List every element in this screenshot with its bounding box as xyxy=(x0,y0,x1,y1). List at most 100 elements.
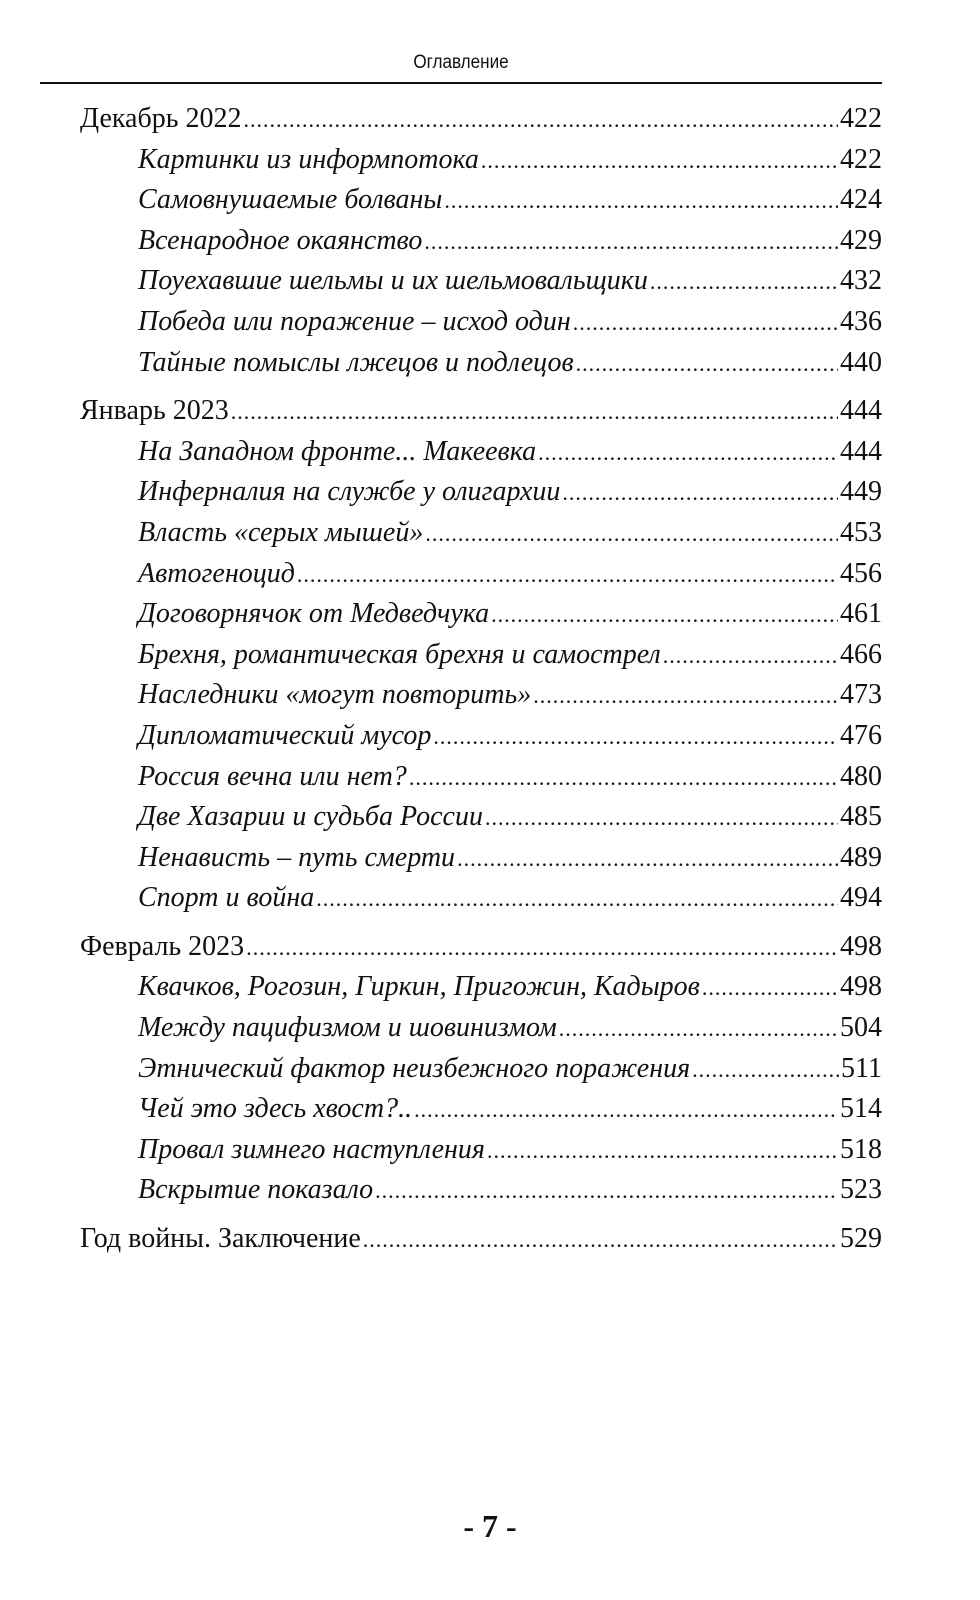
toc-section: Декабрь 2022 422 Картинки из информпотока 4… xyxy=(80,99,882,383)
toc-section-heading: Февраль 2023 498 xyxy=(80,927,882,968)
entry-page: 461 xyxy=(840,598,882,630)
page-number: - 7 - xyxy=(463,1508,517,1544)
running-header: Оглавление xyxy=(413,52,509,73)
dot-leader xyxy=(246,928,838,969)
toc-section-heading: Декабрь 2022 422 xyxy=(80,99,882,140)
entry-page: 449 xyxy=(840,476,882,508)
entry-title: Поуехавшие шельмы и их шельмовальщики xyxy=(138,265,648,297)
toc-entry: Спорт и война 494 xyxy=(80,878,882,919)
entry-title: Провал зимнего наступления xyxy=(138,1133,485,1165)
entry-title: Тайные помыслы лжецов и подлецов xyxy=(138,346,574,378)
dot-leader xyxy=(297,555,838,596)
toc-entry: Наследники «могут повторить» 473 xyxy=(80,675,882,716)
header-rule xyxy=(40,82,882,84)
toc-entry: Две Хазарии и судьба России 485 xyxy=(80,797,882,838)
toc-entry: Брехня, романтическая брехня и самострел… xyxy=(80,635,882,676)
entry-title: Самовнушаемые болваны xyxy=(138,184,443,216)
dot-leader xyxy=(425,514,838,555)
entry-page: 518 xyxy=(840,1133,882,1165)
entry-title: Этнический фактор неизбежного поражения xyxy=(138,1052,691,1084)
entry-title: Автогеноцид xyxy=(138,557,295,589)
entry-title: Всенародное окаянство xyxy=(138,224,423,256)
toc-entry: Всенародное окаянство 429 xyxy=(80,221,882,262)
dot-leader xyxy=(363,1220,838,1261)
toc-entry: Россия вечна или нет? 480 xyxy=(80,757,882,798)
toc-entry: На Западном фронте... Макеевка 444 xyxy=(80,432,882,473)
entry-title: Ненависть – путь смерти xyxy=(138,841,456,873)
entry-title: Декабрь 2022 xyxy=(80,103,242,134)
entry-title: Две Хазарии и судьба России xyxy=(138,801,483,833)
dot-leader xyxy=(485,798,838,839)
table-of-contents: Декабрь 2022 422 Картинки из информпотока 4… xyxy=(80,99,882,1268)
toc-section: Год войны. Заключение 529 xyxy=(80,1219,882,1260)
entry-title: Инферналия на службе у олигархии xyxy=(138,476,561,508)
entry-page: 444 xyxy=(840,435,882,467)
toc-entry: Картинки из информпотока 422 xyxy=(80,140,882,181)
entry-title: Договорнячок от Медведчука xyxy=(138,598,490,630)
entry-page: 453 xyxy=(840,516,882,548)
entry-page: 432 xyxy=(840,265,882,297)
entry-page: 429 xyxy=(840,224,882,256)
entry-title: На Западном фронте... Макеевка xyxy=(138,435,537,467)
entry-page: 440 xyxy=(840,346,882,378)
entry-page: 489 xyxy=(840,841,882,873)
dot-leader xyxy=(433,717,838,758)
entry-title: Россия вечна или нет? xyxy=(138,760,407,792)
dot-leader xyxy=(562,473,838,514)
entry-title: Спорт и война xyxy=(138,882,315,914)
toc-entry: Автогеноцид 456 xyxy=(80,554,882,595)
entry-page: 511 xyxy=(841,1052,882,1084)
dot-leader xyxy=(650,262,838,303)
toc-entry: Инферналия на службе у олигархии 449 xyxy=(80,472,882,513)
dot-leader xyxy=(559,1009,838,1050)
toc-entry: Поуехавшие шельмы и их шельмовальщики 432 xyxy=(80,261,882,302)
dot-leader xyxy=(409,758,838,799)
toc-section-heading: Год войны. Заключение 529 xyxy=(80,1219,882,1260)
entry-page: 485 xyxy=(840,801,882,833)
toc-entry: Власть «серых мышей» 453 xyxy=(80,513,882,554)
entry-title: Брехня, романтическая брехня и самострел xyxy=(138,638,661,670)
toc-entry: Вскрытие показало 523 xyxy=(80,1170,882,1211)
dot-leader xyxy=(491,595,838,636)
dot-leader xyxy=(573,303,838,344)
entry-page: 476 xyxy=(840,719,882,751)
toc-entry: Провал зимнего наступления 518 xyxy=(80,1130,882,1171)
dot-leader xyxy=(424,222,838,263)
dot-leader xyxy=(576,344,838,385)
dot-leader xyxy=(538,433,838,474)
entry-page: 466 xyxy=(840,638,882,670)
toc-entry: Ненависть – путь смерти 489 xyxy=(80,838,882,879)
dot-leader xyxy=(231,392,838,433)
entry-title: Между пацифизмом и шовинизмом xyxy=(138,1012,557,1044)
toc-entry: Договорнячок от Медведчука 461 xyxy=(80,594,882,635)
dot-leader xyxy=(414,1090,838,1131)
toc-entry: Тайные помыслы лжецов и подлецов 440 xyxy=(80,343,882,384)
entry-page: 422 xyxy=(840,103,882,134)
entry-page: 473 xyxy=(840,679,882,711)
toc-section-heading: Январь 2023 444 xyxy=(80,391,882,432)
toc-entry: Этнический фактор неизбежного поражения 5… xyxy=(80,1049,882,1090)
toc-entry: Самовнушаемые болваны 424 xyxy=(80,180,882,221)
entry-title: Власть «серых мышей» xyxy=(138,516,424,548)
entry-title: Январь 2023 xyxy=(80,395,229,427)
entry-title: Наследники «могут повторить» xyxy=(138,679,532,711)
dot-leader xyxy=(375,1171,838,1212)
toc-entry: Чей это здесь хвост?.. 514 xyxy=(80,1089,882,1130)
entry-page: 498 xyxy=(840,930,882,962)
toc-section: Январь 2023444На Западном фронте... Маке… xyxy=(80,391,882,919)
dot-leader xyxy=(702,968,838,1009)
entry-title: Дипломатический мусор xyxy=(138,719,432,751)
entry-page: 529 xyxy=(840,1223,882,1255)
entry-page: 436 xyxy=(840,305,882,337)
dot-leader xyxy=(444,181,838,222)
dot-leader xyxy=(692,1050,839,1091)
dot-leader xyxy=(481,141,838,182)
toc-entry: Квачков, Рогозин, Гиркин, Пригожин, Кады… xyxy=(80,967,882,1008)
entry-page: 444 xyxy=(840,395,882,427)
dot-leader xyxy=(457,839,838,880)
entry-page: 498 xyxy=(840,971,882,1003)
toc-entry: Между пацифизмом и шовинизмом 504 xyxy=(80,1008,882,1049)
entry-page: 424 xyxy=(840,184,882,216)
dot-leader xyxy=(316,879,838,920)
entry-title: Вскрытие показало xyxy=(138,1174,374,1206)
